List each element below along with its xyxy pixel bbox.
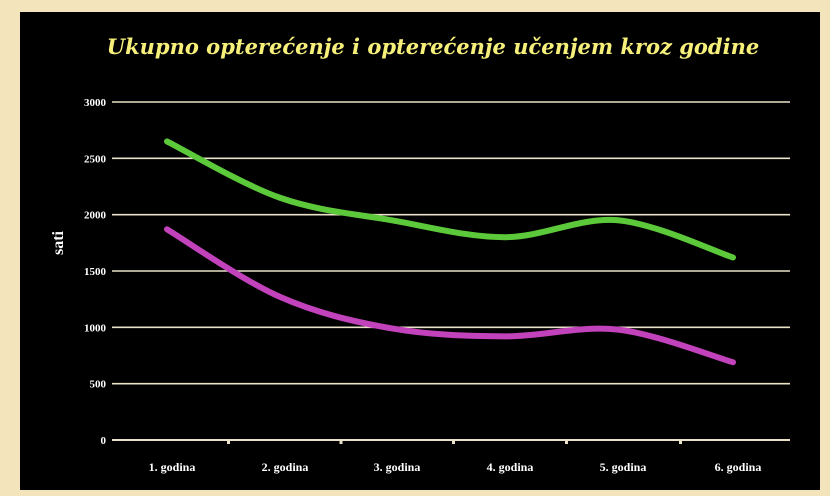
gridlines bbox=[112, 101, 790, 444]
x-tick-label: 6. godina bbox=[715, 460, 762, 474]
y-tick-label: 1500 bbox=[84, 266, 107, 278]
series-lines bbox=[164, 138, 736, 366]
y-tick-label: 1000 bbox=[84, 322, 107, 334]
x-tick-label: 2. godina bbox=[262, 460, 309, 474]
x-tick-labels: 1. godina 2. godina 3. godina 4. godina 5. g… bbox=[149, 460, 762, 474]
y-tick-label: 0 bbox=[101, 435, 107, 447]
x-tick-label: 5. godina bbox=[600, 460, 647, 474]
y-tick-label: 2500 bbox=[84, 153, 107, 165]
y-tick-labels: 0 500 1000 1500 2000 2500 3000 bbox=[84, 97, 107, 447]
y-tick-label: 2000 bbox=[84, 210, 107, 222]
series-line-1 bbox=[164, 138, 736, 261]
x-tick-label: 3. godina bbox=[374, 460, 421, 474]
y-tick-label: 3000 bbox=[84, 97, 107, 109]
y-axis-label: sati bbox=[50, 230, 67, 255]
series-line-2 bbox=[164, 226, 736, 366]
chart-title: Ukupno opterećenje i opterećenje učenjem… bbox=[107, 34, 759, 59]
x-tick-label: 1. godina bbox=[149, 460, 196, 474]
x-tick-label: 4. godina bbox=[487, 460, 534, 474]
y-tick-label: 500 bbox=[90, 379, 107, 391]
chart-panel bbox=[20, 12, 820, 490]
